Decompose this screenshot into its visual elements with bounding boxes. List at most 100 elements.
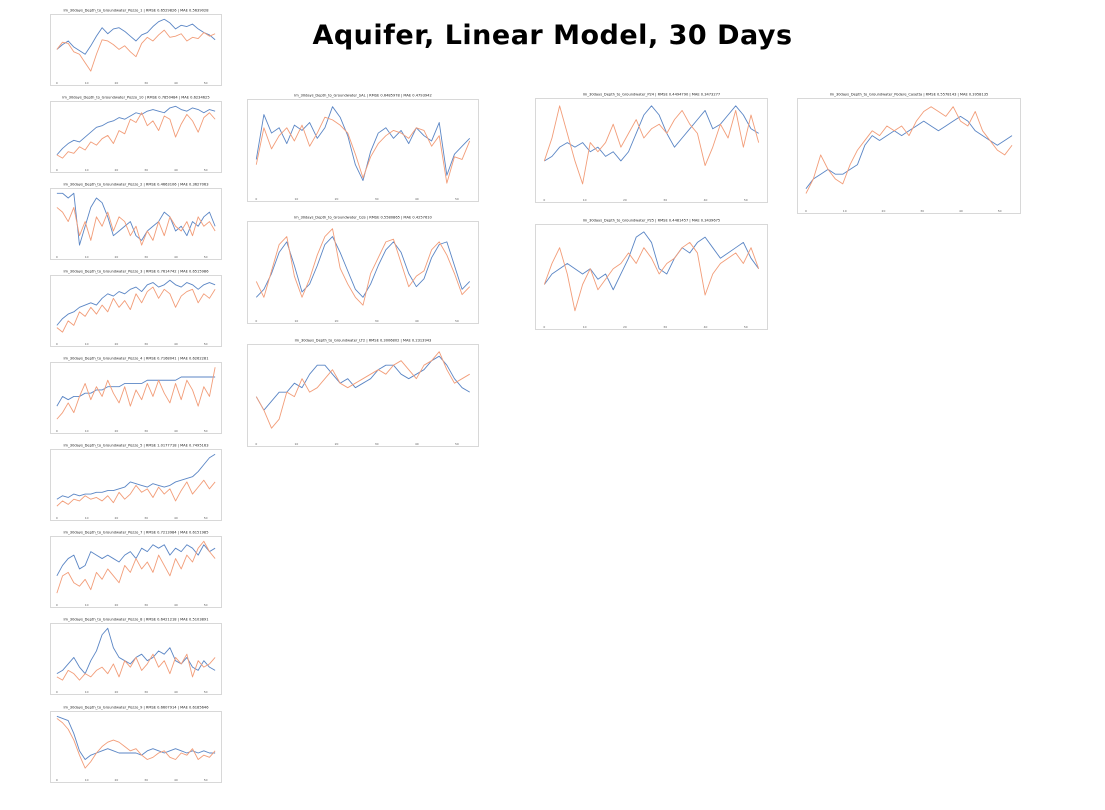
x-tick-label: 20: [335, 442, 339, 446]
x-tick-label: 0: [255, 442, 257, 446]
x-tick-label: 40: [415, 197, 419, 201]
x-tick-label: 30: [663, 325, 667, 329]
predicted-line: [56, 540, 216, 594]
subplot-8: lm_30days_Depth_to_Groundwater_Pozzo_8 |…: [50, 617, 222, 695]
plot-frame: [50, 362, 222, 434]
x-tick-label: 30: [144, 778, 148, 782]
x-tick-label: 40: [704, 198, 708, 202]
plot-frame: [797, 98, 1021, 214]
x-tick-label: 20: [114, 168, 118, 172]
subplot-title: lm_30days_Depth_to_Groundwater_Pozzo_1 |…: [64, 9, 210, 13]
subplot-chart: lm_30days_Depth_to_Groundwater_P25 | RMS…: [535, 219, 768, 330]
x-tick-label: 50: [744, 198, 748, 202]
subplot-chart: lm_30days_Depth_to_Groundwater_Pozzo_3 |…: [50, 270, 222, 347]
x-tick-label: 30: [144, 429, 148, 433]
predicted-line: [56, 206, 216, 246]
x-tick-label: 20: [335, 197, 339, 201]
x-tick-label: 50: [204, 168, 208, 172]
plot-frame: [247, 99, 479, 202]
predicted-line: [255, 351, 470, 429]
x-tick-label: 20: [114, 516, 118, 520]
plot-frame: [50, 623, 222, 695]
x-tick-label: 20: [114, 81, 118, 85]
x-tick-label: 0: [56, 342, 58, 346]
x-tick-label: 40: [174, 81, 178, 85]
subplot-9: lm_30days_Depth_to_Groundwater_Pozzo_9 |…: [50, 705, 222, 783]
x-tick-label: 50: [204, 690, 208, 694]
plot-frame: [50, 275, 222, 347]
subplot-title: lm_30days_Depth_to_Groundwater_CoS | RMS…: [294, 216, 432, 220]
x-tick-label: 10: [85, 342, 89, 346]
predicted-line: [56, 479, 216, 507]
subplot-6: lm_30days_Depth_to_Groundwater_Pozzo_5 |…: [50, 443, 222, 521]
x-tick-label: 50: [204, 778, 208, 782]
x-tick-label: 0: [56, 81, 58, 85]
subplot-title: lm_30days_Depth_to_Groundwater_Pozzo_10 …: [62, 96, 209, 100]
x-tick-label: 20: [114, 690, 118, 694]
subplot-4: lm_30days_Depth_to_Groundwater_Pozzo_3 |…: [50, 269, 222, 347]
predicted-line: [255, 116, 471, 184]
actual-line: [543, 231, 760, 291]
predicted-line: [56, 653, 216, 681]
subplot-chart: lm_30days_Depth_to_Groundwater_CoS | RMS…: [247, 216, 479, 324]
actual-line: [56, 18, 216, 55]
subplot-14: lm_30days_Depth_to_Groundwater_P25 | RMS…: [535, 218, 768, 330]
plot-frame: [50, 711, 222, 783]
x-tick-label: 50: [204, 429, 208, 433]
x-tick-label: 40: [415, 319, 419, 323]
subplot-12: lm_30days_Depth_to_Groundwater_LT2 | RMS…: [247, 338, 479, 447]
subplot-title: lm_30days_Depth_to_Groundwater_Pozzo_5 |…: [64, 444, 209, 448]
x-tick-label: 0: [805, 209, 807, 213]
x-tick-label: 40: [174, 778, 178, 782]
subplot-title: lm_30days_Depth_to_Groundwater_Pozzo_4 |…: [64, 357, 209, 361]
predicted-line: [255, 228, 471, 306]
x-tick-label: 50: [455, 319, 459, 323]
x-tick-label: 10: [843, 209, 847, 213]
plot-frame: [50, 536, 222, 608]
x-tick-label: 20: [114, 603, 118, 607]
subplot-11: lm_30days_Depth_to_Groundwater_CoS | RMS…: [247, 215, 479, 324]
x-tick-label: 50: [744, 325, 748, 329]
subplot-chart: lm_30days_Depth_to_Groundwater_SAL | RMS…: [247, 94, 479, 202]
predicted-line: [56, 367, 216, 420]
x-tick-label: 10: [85, 690, 89, 694]
actual-line: [255, 106, 471, 181]
actual-line: [56, 453, 216, 500]
subplot-chart: lm_30days_Depth_to_Groundwater_Pozzo_8 |…: [50, 618, 222, 695]
x-tick-label: 30: [375, 442, 379, 446]
subplot-title: lm_30days_Depth_to_Groundwater_Pozzo_2 |…: [64, 183, 209, 187]
x-tick-label: 10: [85, 168, 89, 172]
x-tick-label: 20: [623, 198, 627, 202]
x-tick-label: 10: [294, 442, 298, 446]
subplot-title: lm_30days_Depth_to_Groundwater_Pozzo_8 |…: [64, 618, 209, 622]
subplot-3: lm_30days_Depth_to_Groundwater_Pozzo_2 |…: [50, 182, 222, 260]
subplot-5: lm_30days_Depth_to_Groundwater_Pozzo_4 |…: [50, 356, 222, 434]
x-tick-label: 40: [959, 209, 963, 213]
subplot-chart: lm_30days_Depth_to_Groundwater_Pozzo_1 |…: [50, 9, 222, 86]
x-tick-label: 40: [415, 442, 419, 446]
x-tick-label: 40: [704, 325, 708, 329]
x-tick-label: 20: [335, 319, 339, 323]
x-tick-label: 40: [174, 690, 178, 694]
subplot-chart: lm_30days_Depth_to_Groundwater_Pozzo_2 |…: [50, 183, 222, 260]
x-tick-label: 10: [583, 325, 587, 329]
x-tick-label: 20: [114, 778, 118, 782]
x-tick-label: 10: [583, 198, 587, 202]
predicted-line: [56, 29, 216, 72]
subplot-15: lm_30days_Depth_to_Groundwater_Podere_Ca…: [797, 92, 1021, 214]
x-tick-label: 50: [998, 209, 1002, 213]
x-tick-label: 10: [294, 197, 298, 201]
x-tick-label: 10: [85, 81, 89, 85]
x-tick-label: 50: [204, 516, 208, 520]
subplot-7: lm_30days_Depth_to_Groundwater_Pozzo_7 |…: [50, 530, 222, 608]
x-tick-label: 50: [204, 255, 208, 259]
subplot-chart: lm_30days_Depth_to_Groundwater_LT2 | RMS…: [247, 339, 479, 447]
x-tick-label: 10: [85, 255, 89, 259]
x-tick-label: 30: [144, 690, 148, 694]
subplot-chart: lm_30days_Depth_to_Groundwater_P24 | RMS…: [535, 93, 768, 203]
x-tick-label: 0: [56, 168, 58, 172]
predicted-line: [56, 286, 216, 333]
plot-frame: [50, 14, 222, 86]
subplot-title: lm_30days_Depth_to_Groundwater_Pozzo_7 |…: [64, 531, 209, 535]
x-tick-label: 50: [204, 81, 208, 85]
